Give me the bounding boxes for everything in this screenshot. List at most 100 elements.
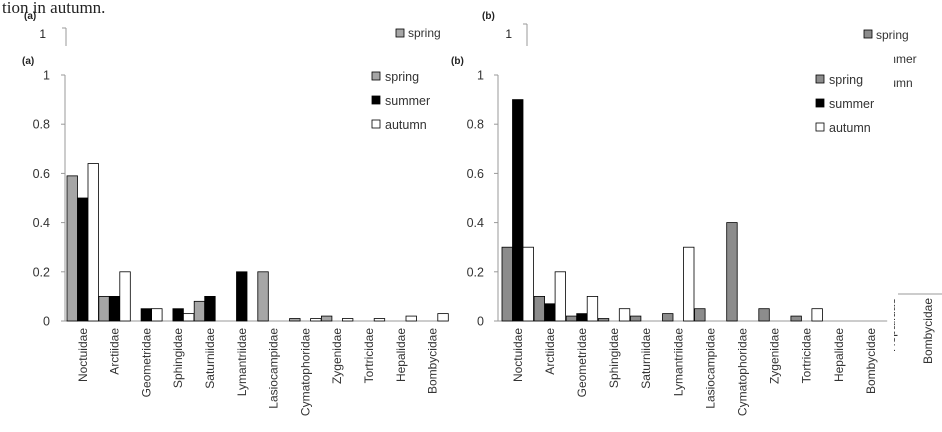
panel-b-y-tick-label: 0.8	[467, 118, 484, 132]
panel-b-bar-autumn-sphingidae	[618, 308, 631, 322]
bg-panel-b-xlabel-bombycidae: Bombycidae	[921, 298, 935, 364]
panel-b-x-tick-label: Noctuidae	[511, 328, 525, 382]
panel-b-y-tick-label: 0.6	[467, 167, 484, 181]
panel-b-bar-summer-arctiidae	[544, 303, 556, 322]
panel-b-x-tick-label: Zygenidae	[768, 328, 782, 384]
panel-b-x-tick-label: Saturniidae	[639, 328, 653, 389]
panel-a-y-tick-label: 1	[43, 69, 50, 83]
panel-a-legend-swatch-autumn	[371, 119, 381, 129]
panel-b-x-tick-label: Geometridae	[575, 328, 589, 398]
panel-a-y-tick-label: 0.6	[33, 167, 50, 181]
panel-a-bar-autumn-cymatophoridae	[310, 318, 322, 322]
panel-a-y-tick-label: 0.2	[33, 265, 50, 279]
panel-b-legend-label-autumn: autumn	[829, 121, 871, 135]
panel-a-x-tick-label: Cymatophoridae	[298, 328, 312, 416]
panel-b-y-tick-label: 0.2	[467, 265, 484, 279]
panel-a-bar-autumn-arctiidae	[119, 271, 131, 322]
panel-b-y-tick-label: 1	[477, 69, 484, 83]
panel-a-bar-autumn-hepalidae	[405, 315, 417, 322]
panel-b-bar-spring-arctiidae	[533, 295, 545, 322]
panel-b-legend-label-summer: summer	[829, 97, 874, 111]
panel-a-bar-summer-arctiidae	[108, 295, 121, 322]
panel-a-y-tick-label: 0.4	[33, 216, 50, 230]
panel-a-bar-summer-saturniidae	[204, 295, 216, 322]
bg-panel-a-label: (a)	[24, 11, 36, 22]
panel-b-bar-spring-zygenidae	[758, 308, 770, 322]
panel-a-bar-autumn-tortricidae	[373, 318, 386, 322]
caption-tail: tion in autumn.	[2, 0, 105, 17]
panel-a-x-tick-label: Bombycidae	[426, 328, 440, 394]
panel-a-bar-spring-zygenidae	[320, 315, 333, 322]
panel-b-bar-spring-lasiocampidae	[694, 308, 706, 322]
panel-a-bar-spring-saturniidae	[193, 300, 206, 322]
panel-b-x-tick-label: Sphingidae	[607, 328, 621, 388]
panel-a-bar-summer-geometridae	[140, 308, 153, 322]
panel-a-x-tick-label: Noctuidae	[76, 328, 90, 382]
panel-b-x-tick-label: Hepalidae	[832, 328, 846, 382]
panel-a-x-tick-label: Hepalidae	[394, 328, 408, 382]
panel-a-bar-autumn-sphingidae	[182, 313, 195, 322]
panel-a-label: (a)	[22, 56, 34, 67]
panel-a-bar-summer-lymantriidae	[236, 271, 248, 322]
panel-a-chart: (a) 0 0.2 0.4 0.6 0.8 1 Noctuidae Arctiidae Geom…	[22, 56, 449, 416]
panel-b-x-tick-label: Lasiocampidae	[703, 328, 717, 409]
panel-b-y-tick-label: 0	[477, 315, 484, 329]
panel-a-bar-autumn-zygenidae	[341, 318, 354, 322]
panel-a-x-tick-label: Saturniidae	[203, 328, 217, 389]
panel-a-legend-swatch-summer	[371, 95, 381, 105]
panel-a-x-tick-label: Tortricidae	[362, 328, 376, 384]
panel-b-x-tick-label: Lymantriidae	[671, 328, 685, 397]
bg-panel-a-legend-spring: spring	[408, 26, 441, 40]
panel-b-legend-swatch-summer	[815, 98, 825, 108]
panel-a-bar-autumn-geometridae	[151, 308, 163, 322]
panel-b-x-tick-label: Arctiidae	[543, 328, 557, 375]
bg-panel-b-legend-spring: spring	[876, 28, 909, 42]
panel-a-x-tick-label: Lasiocampidae	[267, 328, 281, 409]
panel-b-bar-spring-tortricidae	[790, 315, 802, 322]
panel-a-bar-summer-noctuidae	[77, 197, 89, 322]
panel-b-y-tick-label: 0.4	[467, 216, 484, 230]
panel-b-bar-autumn-tortricidae	[811, 308, 823, 322]
panel-a-bar-autumn-bombycidae	[437, 313, 449, 322]
panel-a-y-tick-label: 0	[43, 315, 50, 329]
panel-a-x-tick-label: Geometridae	[139, 328, 153, 398]
panel-a-bar-spring-arctiidae	[98, 295, 110, 322]
panel-b-x-tick-label: Cymatophoridae	[735, 328, 749, 416]
bg-panel-b-label: (b)	[482, 11, 495, 22]
panel-a-bar-spring-cymatophoridae	[289, 318, 301, 322]
panel-a-legend-label-spring: spring	[385, 70, 419, 84]
panel-b-bar-spring-cymatophoridae	[726, 222, 738, 322]
panel-a-bar-autumn-noctuidae	[87, 163, 99, 322]
bg-panel-b-tick-one: 1	[505, 27, 512, 41]
panel-b-legend-swatch-spring	[815, 74, 825, 84]
panel-b-bar-spring-noctuidae	[501, 246, 513, 322]
panel-b-bar-spring-saturniidae	[630, 315, 642, 322]
panel-b-x-tick-label: Tortricidae	[800, 328, 814, 384]
panel-b-x-tick-label: Bombycidae	[864, 328, 878, 394]
panel-a-x-tick-label: Arctiidae	[108, 328, 122, 375]
panel-a-legend-label-summer: summer	[385, 94, 430, 108]
panel-b-label: (b)	[451, 56, 464, 67]
panel-a-x-tick-label: Sphingidae	[171, 328, 185, 388]
panel-a-bar-summer-sphingidae	[172, 308, 184, 322]
panel-b-bar-autumn-lymantriidae	[683, 246, 695, 322]
bg-panel-b-legend-spring-swatch	[863, 29, 873, 39]
bg-panel-a-legend-spring-swatch	[395, 28, 405, 38]
panel-b-legend-swatch-autumn	[815, 122, 825, 132]
panel-b-bar-autumn-geometridae	[586, 295, 599, 322]
bg-panel-a-tick-one: 1	[39, 27, 46, 41]
panel-b-bar-summer-geometridae	[576, 313, 588, 322]
panel-a-y-tick-label: 0.8	[33, 118, 50, 132]
panel-a-bar-spring-lasiocampidae	[257, 271, 269, 322]
panel-b-bar-summer-noctuidae	[512, 99, 524, 322]
panel-a-legend-label-autumn: autumn	[385, 118, 427, 132]
panel-b-bar-autumn-noctuidae	[522, 246, 534, 322]
panel-b-bar-spring-lymantriidae	[662, 313, 674, 322]
panel-a-x-tick-label: Zygenidae	[330, 328, 344, 384]
panel-a-legend-swatch-spring	[371, 71, 381, 81]
panel-b-bar-spring-geometridae	[565, 315, 578, 322]
panel-a-bar-spring-noctuidae	[66, 175, 78, 322]
panel-b-chart: (b) 0 0.2 0.4 0.6 0.8 1 Noctuidae Arctiidae Geom…	[451, 56, 888, 416]
panel-b-bar-autumn-arctiidae	[554, 271, 566, 322]
